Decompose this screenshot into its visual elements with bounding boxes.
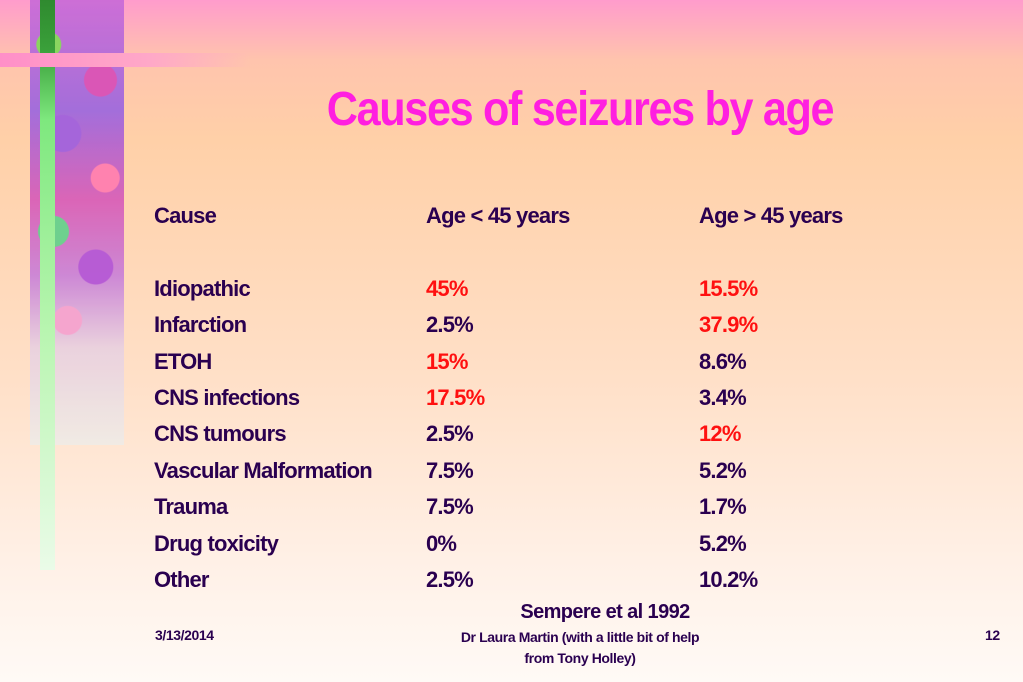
table-row: CNS infections 17.5% 3.4%	[154, 380, 914, 416]
cell-over-45: 15.5%	[699, 275, 758, 301]
cell-under-45: 15%	[426, 348, 468, 374]
table-row: CNS tumours 2.5% 12%	[154, 416, 914, 452]
cell-under-45: 2.5%	[426, 312, 474, 338]
column-header-cause: Cause	[154, 203, 217, 228]
decorative-vertical-bar	[40, 0, 55, 570]
cell-cause: Drug toxicity	[154, 530, 279, 556]
cell-over-45: 3.4%	[699, 384, 747, 410]
cell-over-45: 1.7%	[699, 494, 747, 520]
cell-cause: ETOH	[154, 348, 212, 374]
seizure-causes-table: Cause Age < 45 years Age > 45 years Idio…	[154, 198, 914, 598]
table-header-row: Cause Age < 45 years Age > 45 years	[154, 198, 914, 234]
cell-cause: CNS tumours	[154, 421, 287, 447]
cell-over-45: 5.2%	[699, 530, 747, 556]
cell-over-45: 5.2%	[699, 457, 747, 483]
cell-over-45: 37.9%	[699, 312, 758, 338]
footer-author-line-2: from Tony Holley)	[524, 650, 636, 666]
cell-under-45: 2.5%	[426, 421, 474, 447]
cell-cause: Infarction	[154, 312, 247, 338]
table-row: ETOH 15% 8.6%	[154, 344, 914, 380]
cell-cause: Vascular Malformation	[154, 457, 373, 483]
column-header-under-45: Age < 45 years	[426, 203, 570, 228]
citation: Sempere et al 1992	[520, 601, 690, 623]
cell-over-45: 10.2%	[699, 566, 758, 592]
table-row: Idiopathic 45% 15.5%	[154, 271, 914, 307]
column-header-over-45: Age > 45 years	[699, 203, 843, 228]
table-row: Vascular Malformation 7.5% 5.2%	[154, 453, 914, 489]
footer-author: Dr Laura Martin (with a little bit of he…	[430, 627, 730, 669]
cell-over-45: 8.6%	[699, 348, 747, 374]
cell-cause: Other	[154, 566, 209, 592]
cell-cause: Trauma	[154, 494, 228, 520]
cell-under-45: 45%	[426, 275, 468, 301]
table-row: Other 2.5% 10.2%	[154, 562, 914, 598]
footer-author-line-1: Dr Laura Martin (with a little bit of he…	[460, 629, 700, 645]
cell-under-45: 0%	[426, 530, 457, 556]
cell-under-45: 2.5%	[426, 566, 474, 592]
cell-under-45: 17.5%	[426, 384, 485, 410]
footer-page-number: 12	[985, 627, 1000, 643]
table-row: Drug toxicity 0% 5.2%	[154, 526, 914, 562]
cell-over-45: 12%	[699, 421, 741, 447]
cell-under-45: 7.5%	[426, 457, 474, 483]
decorative-horizontal-bar	[0, 53, 250, 67]
slide-title: Causes of seizures by age	[326, 83, 835, 136]
cell-cause: CNS infections	[154, 384, 300, 410]
footer-date: 3/13/2014	[155, 627, 214, 643]
table-row: Infarction 2.5% 37.9%	[154, 307, 914, 343]
cell-under-45: 7.5%	[426, 494, 474, 520]
table-row: Trauma 7.5% 1.7%	[154, 489, 914, 525]
cell-cause: Idiopathic	[154, 275, 251, 301]
